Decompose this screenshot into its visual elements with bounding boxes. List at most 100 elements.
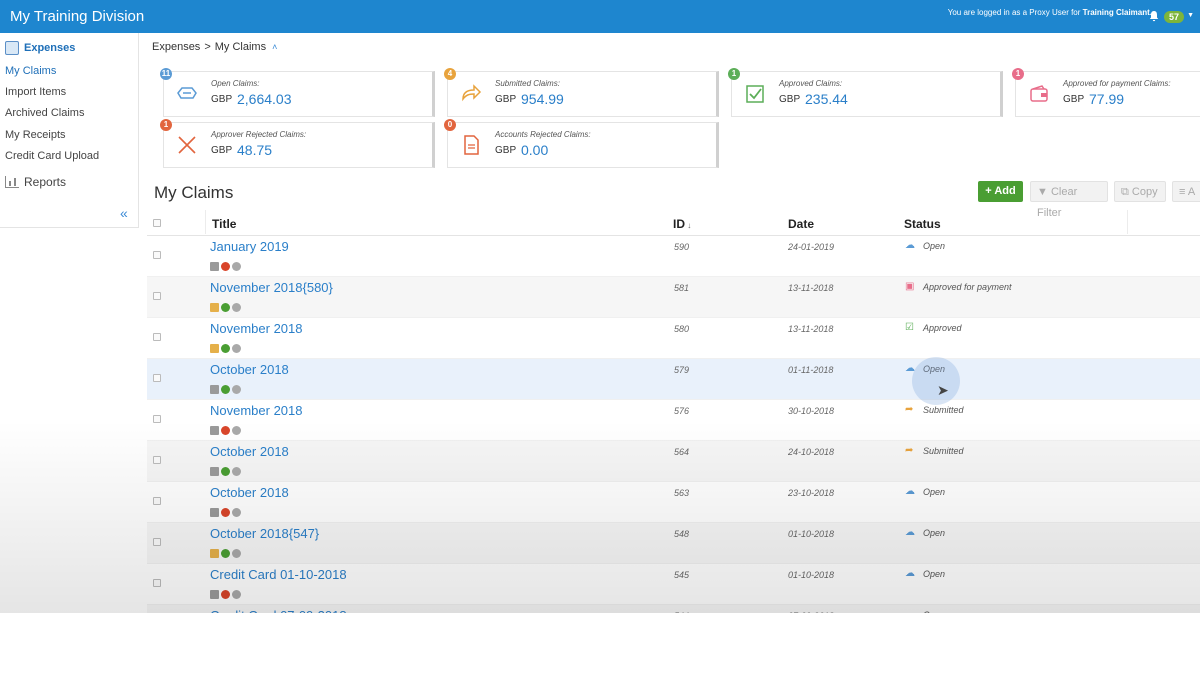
row-checkbox[interactable]	[153, 538, 161, 546]
expenses-icon	[5, 41, 19, 55]
item-icon[interactable]	[210, 467, 219, 476]
info-icon[interactable]	[232, 426, 241, 435]
info-icon[interactable]	[232, 303, 241, 312]
item-icon[interactable]	[210, 426, 219, 435]
row-checkbox[interactable]	[153, 579, 161, 587]
check-icon[interactable]	[221, 344, 230, 353]
sidebar-item-my-receipts[interactable]: My Receipts	[5, 129, 66, 141]
claim-title-link[interactable]: October 2018	[210, 485, 289, 500]
claim-title-link[interactable]: January 2019	[210, 239, 289, 254]
summary-card-submitted[interactable]: 4 Submitted Claims: GBP 954.99	[444, 68, 719, 117]
summary-card-approved[interactable]: 1 Approved Claims: GBP 235.44	[728, 68, 1003, 117]
claim-indicators	[210, 426, 241, 436]
chevron-up-icon[interactable]: ˄	[272, 42, 278, 52]
row-checkbox[interactable]	[153, 456, 161, 464]
item-icon[interactable]	[210, 262, 219, 271]
claim-title-link[interactable]: November 2018	[210, 403, 303, 418]
info-icon[interactable]	[232, 508, 241, 517]
sidebar-item-credit-card-upload[interactable]: Credit Card Upload	[5, 150, 100, 162]
table-row[interactable]: November 2018{580} 581 13-11-2018 ▣ Approved…	[147, 277, 1200, 318]
table-row[interactable]: January 2019 590 24-01-2019 ☁ Open	[147, 236, 1200, 277]
summary-count: 1	[728, 68, 740, 80]
claim-status-label: Approved for payment	[923, 282, 1012, 292]
bell-icon[interactable]	[1148, 10, 1162, 24]
bar-chart-icon	[5, 176, 19, 188]
summary-card-accounts-rejected[interactable]: 0 Accounts Rejected Claims: GBP 0.00	[444, 119, 719, 168]
table-row[interactable]: October 2018 563 23-10-2018 ☁ Open	[147, 482, 1200, 523]
check-icon[interactable]	[221, 467, 230, 476]
summary-card-open[interactable]: 11 Open Claims: GBP 2,664.03	[160, 68, 435, 117]
check-icon[interactable]	[221, 303, 230, 312]
sidebar-item-my-claims[interactable]: My Claims	[5, 65, 57, 77]
sidebar-section-expenses[interactable]: Expenses	[5, 39, 75, 57]
summary-label: Open Claims:	[211, 79, 260, 88]
warning-icon[interactable]	[221, 262, 230, 271]
more-actions-button[interactable]: ≡ A	[1172, 181, 1200, 202]
sidebar-item-reports[interactable]: Reports	[5, 175, 66, 189]
row-checkbox[interactable]	[153, 497, 161, 505]
warning-icon[interactable]	[221, 426, 230, 435]
summary-card-approved-for-payment[interactable]: 1 Approved for payment Claims: GBP 77.99	[1012, 68, 1200, 117]
claim-id: 581	[674, 283, 690, 293]
claim-id: 564	[674, 447, 690, 457]
table-row[interactable]: October 2018 564 24-10-2018 ➦ Submitted	[147, 441, 1200, 482]
table-row[interactable]: November 2018 576 30-10-2018 ➦ Submitted	[147, 400, 1200, 441]
folder-icon[interactable]	[210, 303, 219, 312]
folder-icon[interactable]	[210, 344, 219, 353]
sidebar-item-archived-claims[interactable]: Archived Claims	[5, 107, 85, 119]
double-chevron-left-icon[interactable]: «	[120, 205, 128, 221]
info-icon[interactable]	[232, 549, 241, 558]
claim-title-link[interactable]: Credit Card 07-09-2018	[210, 608, 347, 613]
add-button[interactable]: + Add	[978, 181, 1023, 202]
table-row[interactable]: October 2018 579 01-11-2018 ☁ Open	[147, 359, 1200, 400]
info-icon[interactable]	[232, 344, 241, 353]
copy-icon: ⧉	[1121, 186, 1129, 198]
sidebar-item-import-items[interactable]: Import Items	[5, 86, 67, 98]
table-row[interactable]: Credit Card 01-10-2018 545 01-10-2018 ☁ Open	[147, 564, 1200, 605]
claim-title-link[interactable]: November 2018	[210, 321, 303, 336]
more-actions-label: A	[1187, 186, 1196, 198]
info-icon[interactable]	[232, 590, 241, 599]
brand-title[interactable]: My Training Division	[10, 8, 145, 25]
claim-status-label: Open	[923, 569, 946, 579]
claim-title-link[interactable]: October 2018	[210, 444, 289, 459]
notification-count[interactable]: 57	[1163, 11, 1184, 23]
column-id[interactable]: ID	[673, 217, 691, 231]
info-icon[interactable]	[232, 467, 241, 476]
item-icon[interactable]	[210, 385, 219, 394]
check-icon[interactable]	[221, 549, 230, 558]
table-row[interactable]: Credit Card 07-09-2018 544 07-09-2018 ☁ Open	[147, 605, 1200, 613]
chevron-down-icon[interactable]: ▼	[1187, 12, 1194, 19]
table-header: Title ID Date Status	[147, 210, 1200, 236]
claim-title-link[interactable]: October 2018{547}	[210, 526, 320, 541]
row-checkbox[interactable]	[153, 415, 161, 423]
item-icon[interactable]	[210, 590, 219, 599]
row-checkbox[interactable]	[153, 292, 161, 300]
check-icon[interactable]	[221, 385, 230, 394]
info-icon[interactable]	[232, 262, 241, 271]
claim-status: ☁ Open	[905, 528, 945, 539]
breadcrumb-root[interactable]: Expenses	[152, 41, 201, 53]
claim-title-link[interactable]: Credit Card 01-10-2018	[210, 567, 347, 582]
summary-card-approver-rejected[interactable]: 1 Approver Rejected Claims: GBP 48.75	[160, 119, 435, 168]
row-checkbox[interactable]	[153, 333, 161, 341]
column-date[interactable]: Date	[788, 217, 815, 231]
claim-title-link[interactable]: November 2018{580}	[210, 280, 333, 295]
column-title[interactable]: Title	[212, 217, 237, 231]
copy-button[interactable]: ⧉ Copy	[1114, 181, 1166, 202]
item-icon[interactable]	[210, 508, 219, 517]
warning-icon[interactable]	[221, 508, 230, 517]
info-icon[interactable]	[232, 385, 241, 394]
warning-icon[interactable]	[221, 590, 230, 599]
page-title: My Claims	[154, 183, 234, 202]
claim-title-link[interactable]: October 2018	[210, 362, 289, 377]
table-row[interactable]: October 2018{547} 548 01-10-2018 ☁ Open	[147, 523, 1200, 564]
row-checkbox[interactable]	[153, 251, 161, 259]
clear-filter-button[interactable]: ▼ Clear Filter	[1030, 181, 1108, 219]
row-checkbox[interactable]	[153, 374, 161, 382]
table-row[interactable]: November 2018 580 13-11-2018 ☑ Approved	[147, 318, 1200, 359]
login-user[interactable]: Training Claimant.	[1082, 8, 1152, 17]
select-all-checkbox[interactable]	[153, 219, 161, 227]
column-status[interactable]: Status	[904, 217, 941, 231]
folder-icon[interactable]	[210, 549, 219, 558]
